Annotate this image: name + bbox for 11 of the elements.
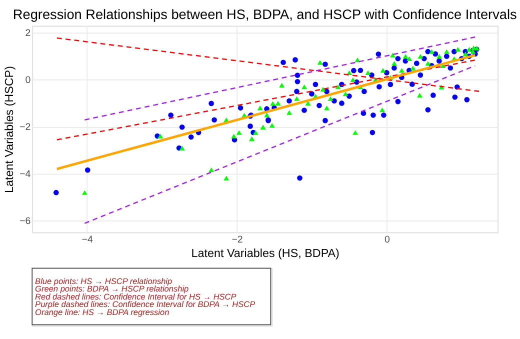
x-axis-title: Latent Variables (HS, BDPA) <box>191 247 340 260</box>
y-tick-label: 2 <box>25 28 31 40</box>
y-tick-label: −6 <box>20 216 31 227</box>
chart-title: Regression Relationships between HS, BDPA, and HSCP with Confidence Intervals <box>12 6 517 22</box>
x-tick-label: 0 <box>384 234 390 246</box>
y-tick-label: −2 <box>20 122 31 134</box>
x-tick-label: −2 <box>232 234 243 246</box>
y-axis-title: Latent Variables (HSCP) <box>2 66 16 193</box>
y-tick-label: −4 <box>20 168 32 180</box>
x-tick-label: −4 <box>82 234 94 246</box>
y-tick-label: 0 <box>25 75 32 86</box>
